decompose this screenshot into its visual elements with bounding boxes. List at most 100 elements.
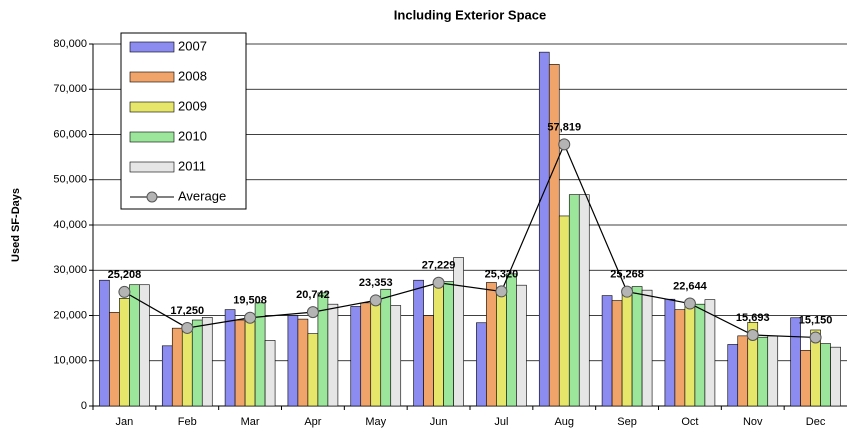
bar (601, 295, 613, 407)
bar (664, 298, 676, 407)
bar (558, 215, 570, 407)
legend-label: 2007 (178, 38, 207, 53)
bar (327, 303, 339, 407)
legend-box (120, 32, 247, 210)
legend-label: 2008 (178, 68, 207, 83)
bar (264, 340, 276, 407)
x-tick-label: Jan (116, 416, 134, 428)
bar (370, 301, 382, 407)
bar (139, 284, 150, 407)
x-tick-label: May (365, 416, 386, 428)
bar (757, 336, 769, 407)
x-tick-label: Sep (617, 416, 637, 428)
data-label: 20,742 (296, 289, 330, 301)
bar (694, 303, 706, 407)
bar (443, 281, 454, 407)
average-marker (621, 285, 634, 298)
bar (307, 333, 319, 407)
data-label: 17,250 (170, 305, 204, 317)
bar (548, 64, 560, 407)
bar (201, 317, 213, 407)
average-marker (558, 138, 571, 151)
y-tick-label: 80,000 (53, 38, 87, 50)
bar (297, 318, 309, 407)
data-label: 15,150 (799, 314, 833, 326)
bar (621, 289, 633, 407)
bar (578, 194, 590, 407)
legend-swatch (129, 41, 175, 53)
bar (109, 312, 120, 407)
bar (496, 291, 507, 407)
y-tick-label: 30,000 (53, 264, 87, 276)
x-tick-label: Oct (681, 416, 698, 428)
y-tick-label: 0 (81, 400, 87, 412)
bar (191, 319, 203, 407)
bar (704, 299, 716, 407)
legend-swatch (129, 101, 175, 113)
bar (506, 273, 517, 407)
bar (224, 309, 236, 407)
y-tick-label: 10,000 (53, 355, 87, 367)
bar (568, 194, 580, 407)
bar (737, 335, 749, 407)
x-tick-label: Aug (554, 416, 574, 428)
bar (234, 319, 246, 407)
y-axis-label: Used SF-Days (10, 188, 22, 262)
y-tick-label: 70,000 (53, 83, 87, 95)
legend-swatch (129, 131, 175, 143)
average-marker (809, 331, 822, 344)
bar (99, 279, 110, 407)
bar (641, 289, 653, 407)
y-tick-label: 40,000 (53, 219, 87, 231)
data-label: 15,693 (736, 312, 770, 324)
bar (790, 317, 801, 407)
bar (476, 322, 487, 407)
legend-label: 2009 (178, 98, 207, 113)
average-marker (244, 311, 257, 324)
bar (800, 350, 811, 407)
data-label: 27,229 (422, 260, 456, 272)
average-marker (369, 294, 382, 307)
data-label: 23,353 (359, 277, 393, 289)
bar (611, 300, 623, 407)
x-tick-label: Nov (743, 416, 763, 428)
x-tick-label: Dec (806, 416, 826, 428)
x-tick-label: Apr (304, 416, 321, 428)
average-marker (118, 285, 131, 298)
chart-title: Including Exterior Space (394, 7, 546, 22)
average-marker (683, 297, 696, 310)
average-marker (432, 276, 445, 289)
bar (727, 344, 739, 407)
data-label: 25,320 (485, 268, 519, 280)
x-tick-label: Mar (241, 416, 260, 428)
y-tick-label: 20,000 (53, 309, 87, 321)
bar (244, 315, 256, 407)
bar (181, 327, 193, 407)
bar (254, 302, 266, 407)
bar (453, 257, 464, 407)
bar (486, 282, 497, 407)
data-label: 22,644 (673, 280, 708, 292)
legend: 2007 2008 2009 2010 2011 Average (120, 32, 247, 210)
bar (287, 315, 299, 407)
bar (631, 286, 643, 407)
bar (380, 288, 392, 407)
average-marker (181, 321, 194, 334)
bar (360, 302, 372, 407)
legend-swatch (129, 161, 175, 173)
bar (423, 315, 434, 407)
bar (433, 283, 444, 407)
bar (516, 284, 527, 407)
data-label: 57,819 (547, 121, 581, 133)
legend-swatch (129, 71, 175, 83)
bar (674, 309, 686, 407)
legend-marker (146, 191, 158, 203)
x-tick-label: Jul (494, 416, 508, 428)
average-marker (306, 306, 319, 319)
data-label: 25,268 (610, 269, 644, 281)
bar (350, 306, 362, 407)
x-tick-label: Feb (178, 416, 197, 428)
bar (161, 345, 173, 407)
bar (413, 279, 424, 407)
